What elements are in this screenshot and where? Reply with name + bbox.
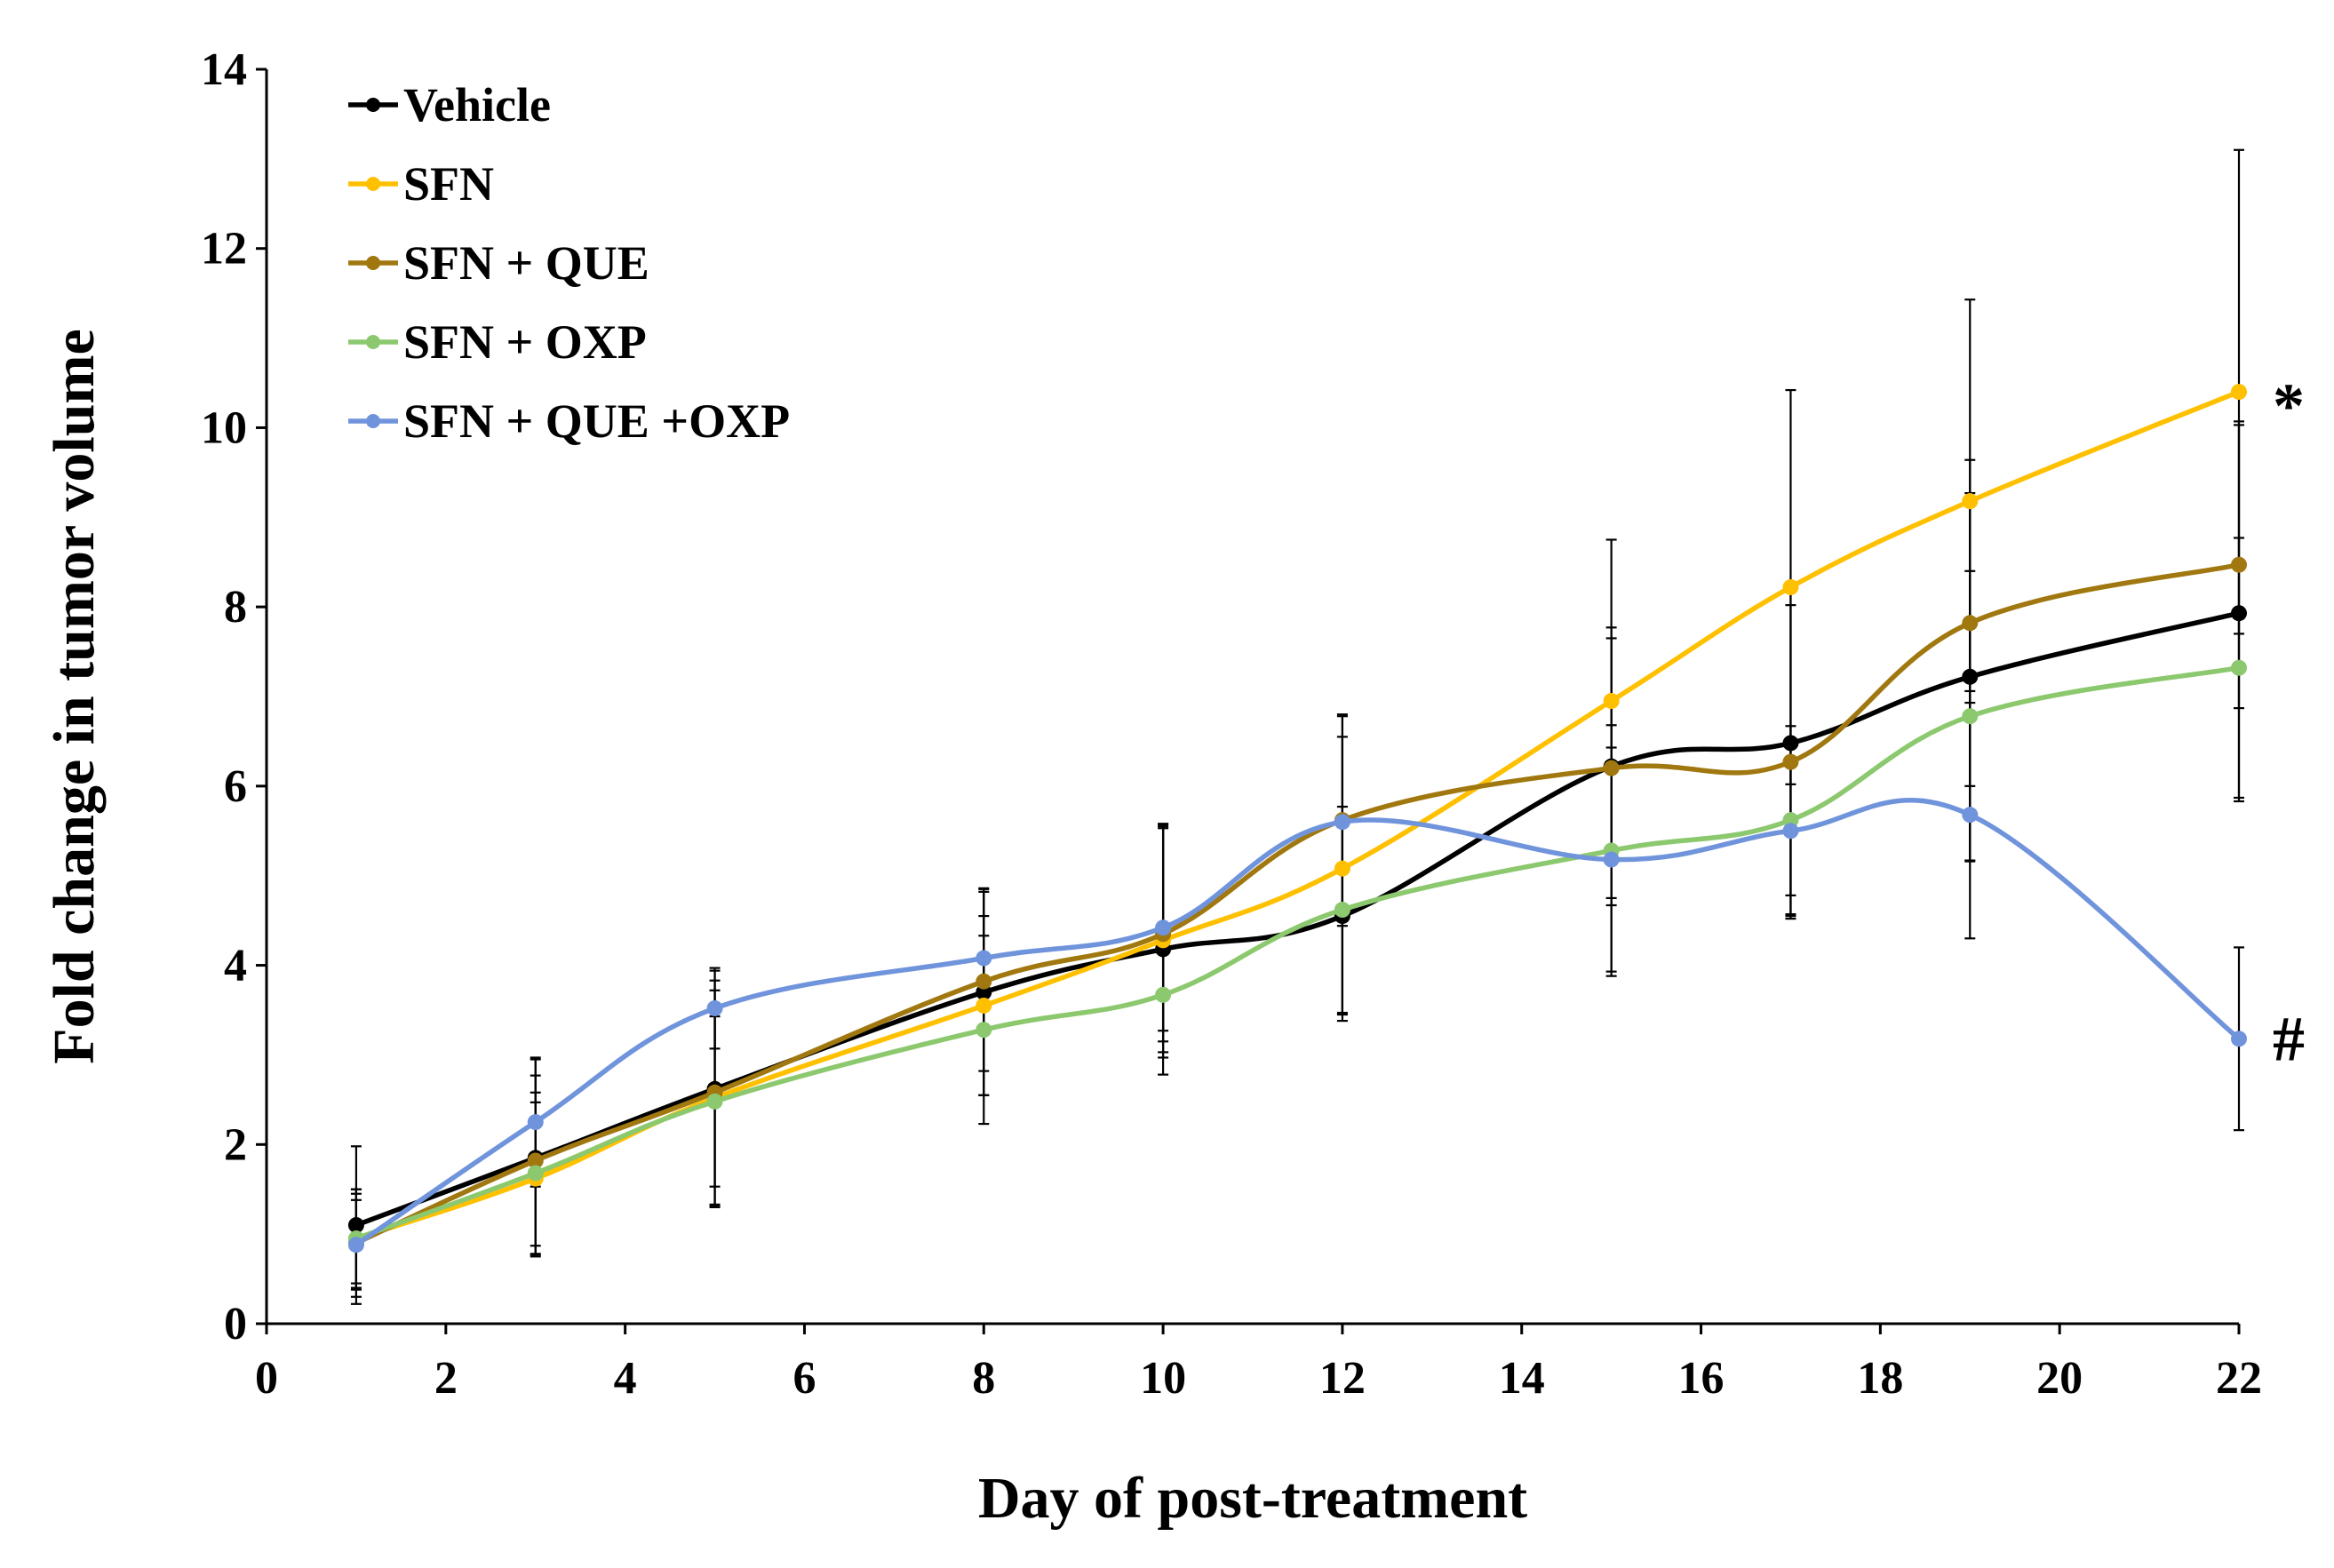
data-point [2231, 605, 2247, 622]
legend: Vehicle SFN SFN + QUE SFN + OXP SFN + QUE +O… [348, 78, 790, 448]
data-point [1962, 708, 1979, 725]
y-tick-label: 2 [224, 1119, 247, 1170]
series-line [354, 561, 2242, 1246]
series-sfn-que-oxp [347, 798, 2247, 1254]
data-point [1334, 814, 1350, 831]
data-point [1155, 919, 1172, 936]
series-line [354, 665, 2242, 1241]
data-point [1603, 851, 1620, 868]
series-sfn-oxp [347, 659, 2247, 1247]
x-tick-label: 22 [2216, 1353, 2262, 1404]
y-tick-label: 8 [224, 582, 247, 633]
legend-label: SFN + OXP [403, 315, 647, 369]
data-point [1334, 860, 1350, 877]
data-point [706, 999, 723, 1016]
legend-swatch-marker [366, 256, 380, 270]
data-point [347, 1237, 364, 1254]
data-point [347, 1217, 364, 1234]
annotations-layer: *# [2273, 370, 2305, 1074]
x-axis-title: Day of post-treatment [978, 1466, 1527, 1531]
legend-label: SFN + QUE +OXP [403, 394, 790, 448]
y-axis-ticks: 0 2 4 6 8 10 12 14 [201, 44, 267, 1349]
x-tick-label: 16 [1678, 1353, 1725, 1404]
data-point [527, 1152, 544, 1169]
data-point [1782, 823, 1799, 840]
data-point [2231, 659, 2247, 676]
y-tick-label: 4 [224, 941, 247, 991]
legend-item: SFN + OXP [348, 315, 647, 369]
y-tick-label: 14 [201, 44, 247, 95]
data-point [1603, 760, 1620, 776]
x-tick-label: 8 [972, 1353, 995, 1404]
data-point [1782, 735, 1799, 752]
data-point [1782, 753, 1799, 770]
legend-swatch-marker [366, 414, 380, 428]
legend-label: SFN + QUE [403, 236, 649, 290]
legend-label: SFN [403, 157, 494, 211]
legend-item: SFN [348, 157, 494, 211]
x-tick-label: 2 [434, 1353, 458, 1404]
x-tick-label: 4 [614, 1353, 637, 1404]
data-point [976, 1022, 992, 1039]
data-point [2231, 1031, 2247, 1047]
x-tick-label: 0 [255, 1353, 278, 1404]
data-point [1962, 615, 1979, 632]
annotation-mark: * [2273, 370, 2305, 442]
series-line [354, 798, 2242, 1247]
x-tick-label: 6 [793, 1353, 816, 1404]
y-tick-label: 6 [224, 761, 247, 812]
data-point [1962, 807, 1979, 824]
y-tick-label: 12 [201, 224, 247, 275]
data-point [2231, 556, 2247, 573]
data-point [976, 950, 992, 967]
y-axis-title: Fold change in tumor volume [42, 329, 107, 1063]
legend-swatch-marker [366, 98, 380, 112]
series-sfn-que [347, 556, 2247, 1252]
legend-item: Vehicle [348, 78, 551, 131]
data-point [976, 997, 992, 1014]
x-tick-label: 18 [1857, 1353, 1903, 1404]
data-point [1962, 493, 1979, 510]
data-point [1782, 578, 1799, 595]
data-point [976, 973, 992, 990]
series-vehicle [347, 605, 2247, 1234]
data-point [706, 1093, 723, 1110]
data-point [1155, 986, 1172, 1003]
data-point [1603, 693, 1620, 710]
legend-item: SFN + QUE [348, 236, 649, 290]
data-point [2231, 384, 2247, 401]
y-tick-label: 10 [201, 402, 247, 453]
x-tick-label: 20 [2036, 1353, 2083, 1404]
x-tick-label: 12 [1319, 1353, 1366, 1404]
series-layer [347, 384, 2247, 1254]
data-point [527, 1114, 544, 1131]
y-tick-label: 0 [224, 1299, 247, 1349]
series-line [354, 610, 2242, 1228]
x-tick-label: 10 [1140, 1353, 1186, 1404]
data-point [1334, 902, 1350, 919]
series-line [354, 389, 2242, 1241]
annotation-mark: # [2273, 1003, 2305, 1074]
x-axis-ticks: 0 2 4 6 8 10 12 14 16 18 20 22 [255, 1324, 2262, 1404]
x-tick-label: 14 [1499, 1353, 1545, 1404]
data-point [1962, 668, 1979, 685]
legend-swatch-marker [366, 177, 380, 191]
data-point [527, 1165, 544, 1182]
legend-item: SFN + QUE +OXP [348, 394, 790, 448]
legend-label: Vehicle [403, 78, 551, 131]
legend-swatch-marker [366, 335, 380, 349]
